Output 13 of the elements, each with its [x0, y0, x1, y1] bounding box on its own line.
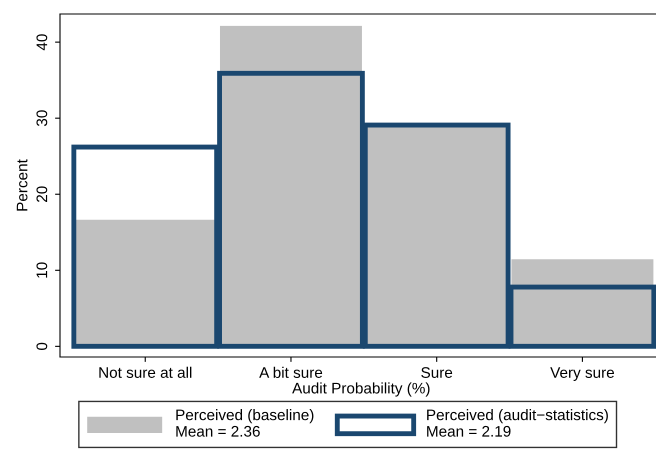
y-tick-label: 10	[36, 262, 48, 278]
x-tick-label: Very sure	[550, 367, 614, 381]
x-tick-label: Sure	[421, 367, 452, 378]
y-tick-label: 30	[36, 110, 48, 126]
x-axis-title: Audit Probability (%)	[292, 382, 430, 397]
y-tick-label: 0	[36, 342, 48, 350]
legend-label: Perceived (baseline) Mean = 2.36	[176, 409, 314, 437]
x-tick-label: A bit sure	[259, 366, 322, 378]
y-tick-label: 40	[36, 34, 48, 50]
y-tick-label: 20	[36, 186, 48, 202]
x-tick-label: Not sure at all	[99, 366, 192, 378]
y-axis-title: Percent	[16, 159, 28, 211]
legend-label: Perceived (audit−statistics) Mean = 2.19	[427, 409, 608, 437]
